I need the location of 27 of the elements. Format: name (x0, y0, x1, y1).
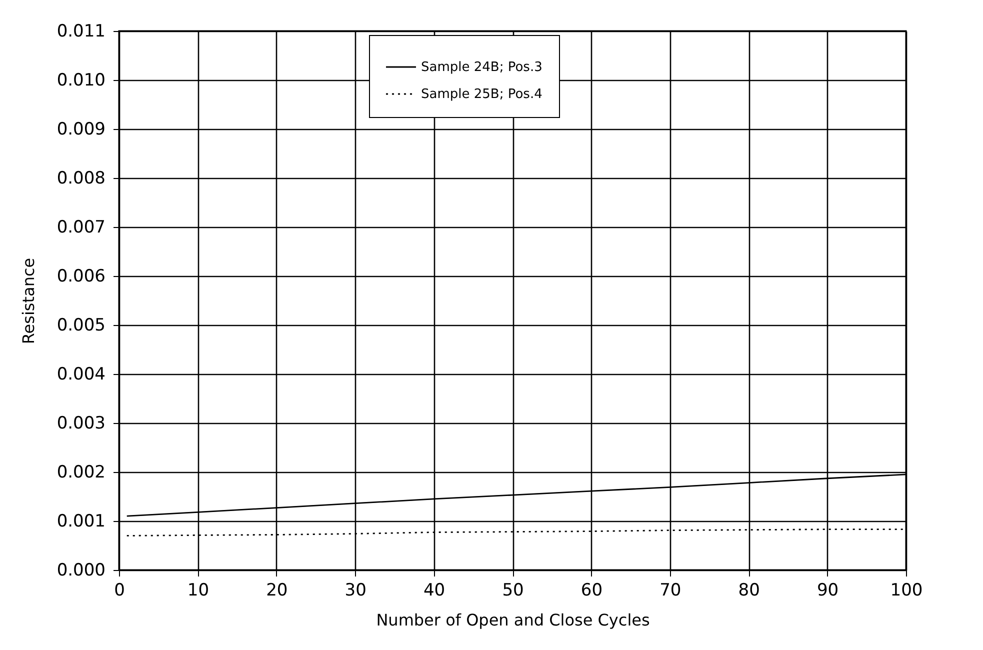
y-tick-label: 0.008 (56, 168, 106, 188)
y-tick-label: 0.006 (56, 266, 106, 286)
y-tick-label: 0.003 (56, 414, 106, 434)
y-tick-label: 0.009 (56, 120, 106, 140)
y-tick-label: 0.007 (56, 218, 106, 238)
y-tick-label: 0.000 (56, 560, 106, 580)
y-tick-label: 0.002 (56, 462, 106, 482)
x-tick-label: 20 (266, 580, 288, 600)
x-tick-label: 60 (580, 580, 603, 600)
legend-label: Sample 24B; Pos.3 (421, 60, 542, 75)
x-tick-label: 80 (738, 580, 760, 600)
x-tick-label: 0 (114, 580, 125, 600)
x-tick-label: 70 (660, 580, 682, 600)
x-tick-label: 100 (890, 580, 923, 600)
x-tick-label: 10 (187, 580, 210, 600)
y-tick-label: 0.010 (56, 70, 106, 90)
y-tick-label: 0.001 (56, 512, 106, 532)
x-tick-label: 30 (344, 580, 366, 600)
y-axis-title: Resistance (18, 258, 38, 344)
x-tick-label: 40 (423, 580, 446, 600)
x-axis-title: Number of Open and Close Cycles (376, 610, 650, 630)
y-tick-label: 0.011 (56, 22, 106, 42)
legend-label: Sample 25B; Pos.4 (421, 87, 542, 102)
y-tick-label: 0.005 (56, 316, 106, 336)
x-tick-label: 90 (816, 580, 839, 600)
y-tick-label: 0.004 (56, 364, 106, 384)
x-tick-label: 50 (502, 580, 524, 600)
